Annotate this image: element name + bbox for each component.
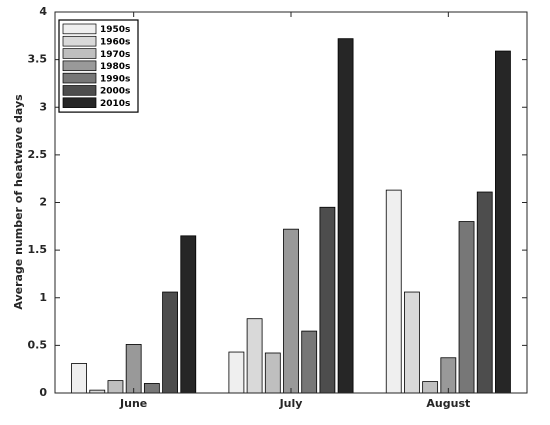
legend-label: 1980s (100, 62, 130, 72)
y-axis-title: Average number of heatwave days (12, 94, 25, 310)
bar-1980s-August (440, 357, 457, 394)
y-tick-label: 3.5 (28, 53, 48, 66)
y-tick-label: 4 (39, 5, 47, 18)
x-category-label: June (119, 397, 147, 410)
bar-1970s-August (422, 381, 439, 394)
bar-1980s-June (125, 344, 142, 394)
legend-label: 1950s (100, 25, 130, 35)
y-tick-label: 0.5 (28, 338, 48, 351)
bar-2000s-July (319, 206, 336, 394)
legend-swatch (62, 85, 97, 96)
y-tick-label: 2 (39, 196, 47, 209)
y-tick-label: 3 (39, 100, 47, 113)
legend-swatch (62, 35, 97, 47)
bar-2000s-June (162, 291, 178, 394)
bar-2000s-August (476, 191, 493, 394)
legend-label: 2000s (100, 87, 130, 97)
y-tick-label: 1.5 (28, 243, 48, 256)
legend-swatch (62, 23, 97, 35)
bar-1960s-August (404, 291, 420, 394)
legend-swatch (62, 97, 97, 108)
legend: 1950s 1960s 1970s 1980s 1990s 2000s 2010s (58, 19, 139, 113)
legend-swatch (62, 60, 97, 72)
bar-1960s-July (246, 318, 263, 394)
legend-label: 1960s (100, 37, 130, 47)
legend-swatch (62, 48, 97, 59)
bar-1950s-August (385, 189, 402, 394)
legend-swatch (62, 72, 97, 84)
legend-label: 1990s (100, 74, 130, 84)
bar-1970s-June (107, 380, 124, 394)
bar-1970s-July (264, 352, 281, 394)
bar-1990s-July (301, 330, 318, 394)
bar-2010s-June (180, 235, 197, 394)
legend-label: 1970s (100, 50, 130, 60)
x-category-label: August (426, 397, 470, 410)
legend-label: 2010s (100, 99, 130, 109)
bar-1950s-June (71, 363, 87, 394)
y-axis: 0 0.5 1 1.5 2 2.5 3 3.5 4 (28, 5, 527, 399)
bar-1980s-July (283, 228, 299, 394)
y-tick-label: 0 (39, 386, 47, 399)
y-tick-label: 2.5 (28, 148, 48, 161)
x-category-label: July (279, 397, 303, 410)
bar-1950s-July (228, 351, 245, 394)
bar-1990s-August (458, 221, 475, 394)
y-tick-label: 1 (39, 291, 47, 304)
bar-2010s-August (495, 50, 511, 394)
plot-frame (54, 11, 528, 394)
bar-1990s-June (143, 383, 160, 394)
x-axis: June July August (119, 12, 470, 410)
bar-2010s-July (337, 38, 354, 394)
bars-layer (71, 38, 511, 394)
